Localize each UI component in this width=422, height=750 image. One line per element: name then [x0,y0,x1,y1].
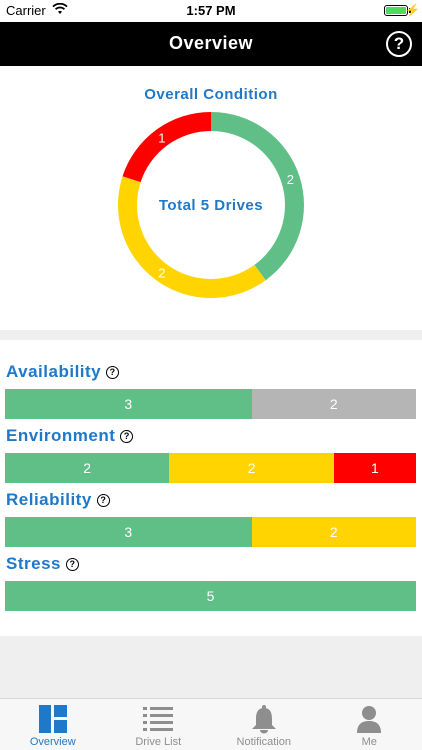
list-icon [143,707,174,731]
question-circle-icon[interactable]: ? [65,557,79,571]
question-circle-icon[interactable]: ? [106,365,120,379]
wifi-icon [52,2,68,18]
category-title-text: Reliability [6,490,92,509]
question-circle-icon[interactable]: ? [96,493,110,507]
carrier-label: Carrier [6,3,46,18]
category-panel: Availability? 3 2 Environment? 2 2 1 Reliabilit… [0,340,422,636]
tab-drive-list-label: Drive List [135,736,182,748]
battery-tip [409,8,411,13]
question-circle-icon[interactable]: ? [386,31,412,57]
tab-notification[interactable]: Notification [211,699,317,750]
status-time: 1:57 PM [186,3,236,18]
tab-me-label: Me [361,736,377,748]
page-title: Overview [168,33,254,53]
bar-segment[interactable]: 2 [251,389,416,419]
status-bar: Carrier 1:57 PM ⚡ [0,0,422,22]
bell-icon [251,705,276,734]
dashboard-icon [38,705,67,733]
tab-overview-label: Overview [29,736,76,748]
battery-icon [384,5,408,16]
donut-slice[interactable] [117,176,266,298]
tab-drive-list[interactable]: Drive List [106,699,212,750]
donut-slice[interactable] [211,112,304,281]
tab-me[interactable]: Me [317,699,422,750]
nav-bar: Overview ? [0,22,422,66]
question-circle-icon[interactable]: ? [120,429,134,443]
category-title-text: Environment [6,426,116,445]
tab-overview[interactable]: Overview [0,699,106,750]
category-title-text: Stress [6,554,61,573]
category-title-text: Availability [6,362,102,381]
overall-condition-donut[interactable]: 2 2 1 Total 5 Drives [106,100,316,310]
category-bar-stress[interactable]: 5 [5,581,416,611]
bar-segment[interactable]: 2 [169,453,334,483]
overall-condition-panel: Overall Condition 2 2 1 Total 5 Drives [0,66,422,330]
donut-center-label: Total 5 Drives [159,197,263,214]
charging-icon: ⚡ [405,3,420,17]
bar-segment[interactable]: 2 [251,517,416,547]
bar-segment[interactable]: 1 [333,453,416,483]
category-title-environment: Environment? [6,426,134,446]
bar-segment[interactable]: 5 [5,581,416,611]
person-icon [357,706,382,733]
donut-slice[interactable] [122,112,211,183]
bar-segment[interactable]: 2 [5,453,170,483]
donut-slice-label: 2 [158,266,165,281]
category-title-stress: Stress? [6,554,79,574]
category-title-reliability: Reliability? [6,490,110,510]
tab-bar: Overview Drive List Notification Me [0,698,422,750]
bar-segment[interactable]: 3 [5,389,252,419]
overall-condition-title: Overall Condition [144,86,278,103]
donut-slice-label: 2 [287,172,294,187]
bar-segment[interactable]: 3 [5,517,252,547]
tab-notification-label: Notification [236,736,291,748]
category-title-availability: Availability? [6,362,120,382]
donut-slice-label: 1 [158,130,165,145]
